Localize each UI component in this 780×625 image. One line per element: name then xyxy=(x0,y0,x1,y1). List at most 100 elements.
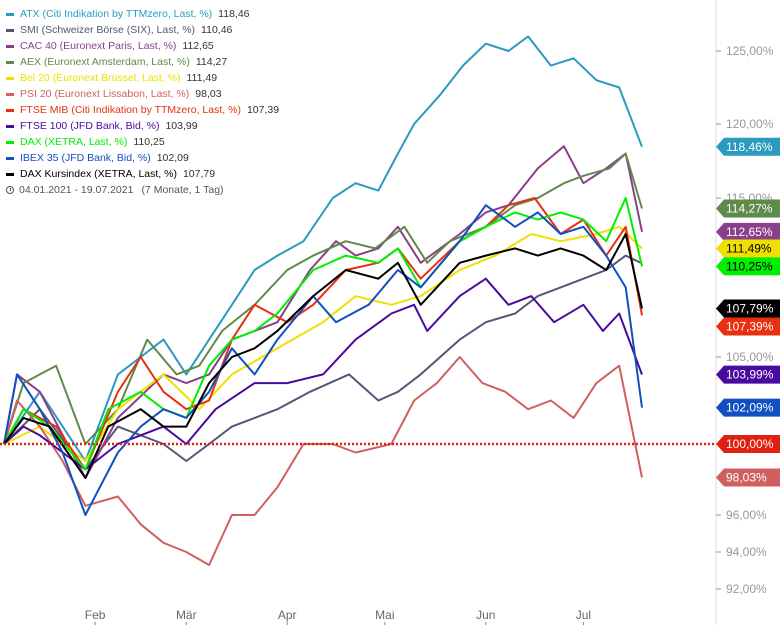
end-label-tag xyxy=(716,222,780,241)
legend-swatch xyxy=(6,28,14,32)
end-label-ftse-mib: 107,39% xyxy=(716,317,780,336)
legend-swatch xyxy=(6,124,14,128)
series-line-atx xyxy=(3,35,643,462)
end-label-cac-40: 112,65% xyxy=(716,222,780,241)
legend-item-aex[interactable]: AEX (Euronext Amsterdam, Last, %) 114,27 xyxy=(6,54,279,70)
legend-value: 103,99 xyxy=(165,120,198,132)
end-label-reference: 100,00% xyxy=(716,435,780,453)
end-label-ibex-35: 102,09% xyxy=(716,398,780,417)
series-line-ftse-100 xyxy=(3,277,643,471)
legend-name: CAC 40 (Euronext Paris, Last, %) xyxy=(20,40,177,52)
legend: ATX (Citi Indikation by TTMzero, Last, %… xyxy=(6,6,279,198)
end-labels: 118,46% 114,27% 112,65% 111,49% 110,25% 107,7… xyxy=(716,137,780,487)
legend-item-ibex-35[interactable]: IBEX 35 (JFD Bank, Bid, %) 102,09 xyxy=(6,150,279,166)
legend-value: 114,27 xyxy=(195,56,228,68)
duration: (7 Monate, 1 Tag) xyxy=(141,184,224,196)
x-tick-label: Mär xyxy=(176,608,197,622)
end-label-tag xyxy=(716,435,780,453)
y-tick-label: 125,00% xyxy=(726,44,774,58)
end-label-dax: 110,25% xyxy=(716,257,780,276)
legend-value: 107,39 xyxy=(246,104,280,116)
legend-item-smi[interactable]: SMI (Schweizer Börse (SIX), Last, %) 110,… xyxy=(6,22,279,38)
legend-value: 110,25 xyxy=(133,136,165,148)
series-line-dax xyxy=(3,197,643,471)
end-label-text: 118,46% xyxy=(726,140,773,154)
legend-name: FTSE MIB (Citi Indikation by TTMzero, La… xyxy=(20,104,241,116)
end-label-text: 114,27% xyxy=(726,202,773,216)
end-label-text: 112,65% xyxy=(726,225,773,239)
x-tick-label: Jun xyxy=(476,608,495,622)
end-label-text: 107,39% xyxy=(726,319,774,333)
clock-icon xyxy=(6,186,14,194)
end-label-tag xyxy=(716,239,780,258)
end-label-text: 111,49% xyxy=(726,242,772,256)
end-label-aex: 114,27% xyxy=(716,199,780,218)
legend-name: SMI (Schweizer Börse (SIX), Last, %) xyxy=(20,24,196,36)
series-line-smi xyxy=(3,254,643,471)
legend-name: IBEX 35 (JFD Bank, Bid, %) xyxy=(20,152,151,164)
y-axis: 92,00%94,00%96,00%105,00%115,00%120,00%1… xyxy=(715,0,774,625)
end-label-tag xyxy=(716,299,780,318)
end-label-tag xyxy=(716,365,780,384)
legend-item-psi-20[interactable]: PSI 20 (Euronext Lissabon, Last, %) 98,03 xyxy=(6,86,279,102)
end-label-text: 98,03% xyxy=(726,470,767,484)
y-tick-label: 92,00% xyxy=(726,582,767,596)
legend-swatch xyxy=(6,92,14,96)
legend-rows: ATX (Citi Indikation by TTMzero, Last, %… xyxy=(6,6,279,182)
legend-item-ftse-100[interactable]: FTSE 100 (JFD Bank, Bid, %) 103,99 xyxy=(6,118,279,134)
end-label-atx: 118,46% xyxy=(716,137,780,156)
legend-name: PSI 20 (Euronext Lissabon, Last, %) xyxy=(20,88,190,100)
legend-value: 107,79 xyxy=(182,168,216,180)
series-line-dax-kursindex xyxy=(3,233,643,479)
legend-name: FTSE 100 (JFD Bank, Bid, %) xyxy=(20,120,160,132)
y-tick-label: 94,00% xyxy=(726,545,767,559)
series-line-psi-20 xyxy=(3,356,643,566)
end-label-dax-kursindex: 107,79% xyxy=(716,299,780,318)
end-label-bel-20: 111,49% xyxy=(716,239,780,258)
legend-swatch xyxy=(6,108,14,112)
legend-value: 111,49 xyxy=(186,72,218,84)
legend-swatch xyxy=(6,44,14,48)
legend-item-dax[interactable]: DAX (XETRA, Last, %) 110,25 xyxy=(6,134,279,150)
legend-name: Bel 20 (Euronext Brüssel, Last, %) xyxy=(20,72,181,84)
series-line-bel-20 xyxy=(3,225,643,462)
legend-swatch xyxy=(6,172,14,176)
legend-swatch xyxy=(6,12,14,16)
legend-name: AEX (Euronext Amsterdam, Last, %) xyxy=(20,56,190,68)
legend-date-range: 04.01.2021 - 19.07.2021 (7 Monate, 1 Tag… xyxy=(6,182,279,198)
legend-item-cac-40[interactable]: CAC 40 (Euronext Paris, Last, %) 112,65 xyxy=(6,38,279,54)
legend-name: ATX (Citi Indikation by TTMzero, Last, %… xyxy=(20,8,213,20)
legend-name: DAX (XETRA, Last, %) xyxy=(20,136,128,148)
end-label-ftse-100: 103,99% xyxy=(716,365,780,384)
end-label-text: 102,09% xyxy=(726,401,774,415)
end-label-tag xyxy=(716,137,780,156)
y-tick-label: 120,00% xyxy=(726,117,774,131)
legend-value: 110,46 xyxy=(201,24,233,36)
legend-item-atx[interactable]: ATX (Citi Indikation by TTMzero, Last, %… xyxy=(6,6,279,22)
legend-swatch xyxy=(6,156,14,160)
legend-item-bel-20[interactable]: Bel 20 (Euronext Brüssel, Last, %) 111,49 xyxy=(6,70,279,86)
y-tick-label: 105,00% xyxy=(726,350,774,364)
legend-item-ftse-mib[interactable]: FTSE MIB (Citi Indikation by TTMzero, La… xyxy=(6,102,279,118)
date-range: 04.01.2021 - 19.07.2021 xyxy=(19,184,134,196)
end-label-text: 110,25% xyxy=(726,259,773,273)
end-label-tag xyxy=(716,398,780,417)
legend-value: 118,46 xyxy=(218,8,250,20)
end-label-tag xyxy=(716,257,780,276)
end-label-tag xyxy=(716,199,780,218)
end-label-text: 107,79% xyxy=(726,301,774,315)
legend-swatch xyxy=(6,76,14,80)
legend-value: 102,09 xyxy=(156,152,189,164)
series-line-ftse-mib xyxy=(3,197,643,471)
legend-name: DAX Kursindex (XETRA, Last, %) xyxy=(20,168,177,180)
legend-item-dax-kursindex[interactable]: DAX Kursindex (XETRA, Last, %) 107,79 xyxy=(6,166,279,182)
legend-value: 112,65 xyxy=(182,40,214,52)
legend-value: 98,03 xyxy=(195,88,222,100)
plot-lines xyxy=(3,35,643,566)
end-label-tag xyxy=(716,468,780,487)
end-label-psi-20: 98,03% xyxy=(716,468,780,487)
legend-swatch xyxy=(6,60,14,64)
x-tick-label: Feb xyxy=(85,608,106,622)
x-axis: Feb Mär Apr Mai Jun Jul xyxy=(85,608,591,625)
legend-swatch xyxy=(6,140,14,144)
